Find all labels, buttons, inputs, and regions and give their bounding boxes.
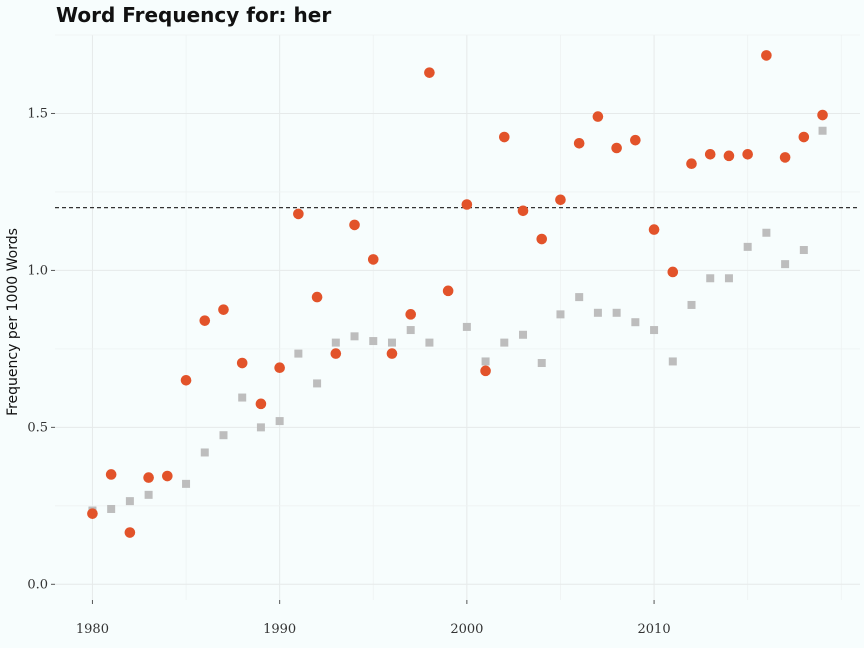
circle-point [424,67,435,78]
square-point [481,357,490,366]
circle-point [630,134,641,146]
circle-point [199,315,211,326]
circle-point [255,398,267,410]
circle-point [592,111,604,122]
circle-point [480,365,491,377]
circle-point [236,357,248,369]
square-point [406,326,415,335]
square-point [762,228,771,237]
square-point [556,310,565,319]
circle-point [555,194,566,206]
data-points [87,50,828,538]
circle-point [517,205,529,217]
y-tick-label: 1.0 [27,263,48,278]
circle-point [367,254,379,265]
circle-point [704,148,716,160]
circle-point [573,137,585,149]
square-point [818,126,827,135]
square-point [687,300,696,309]
square-point [369,337,378,346]
square-point [593,308,602,317]
square-point [631,318,640,327]
square-point [313,379,322,388]
square-point [294,349,303,358]
square-point [612,308,621,317]
square-point [219,431,228,440]
x-tick-label: 2010 [638,622,671,637]
square-point [799,246,808,255]
circle-point [386,348,398,359]
square-point [200,448,209,457]
square-point [107,504,116,513]
square-point [781,260,790,269]
circle-point [330,348,342,359]
square-point [650,326,659,335]
x-tick-label: 2000 [450,622,483,637]
circle-point [761,50,772,61]
y-axis-label: Frequency per 1000 Words [5,228,21,416]
circle-point [293,208,304,220]
square-point [275,417,284,426]
y-tick-label: 1.5 [27,106,48,121]
square-point [668,357,677,366]
circle-point [87,508,98,519]
circle-point [461,199,473,210]
circle-point [162,470,173,482]
circle-point [274,362,285,374]
chart-title: Word Frequency for: her [56,3,331,27]
square-point [182,479,191,488]
circle-point [405,309,416,320]
circle-point [798,131,810,143]
circle-point [218,304,229,315]
circle-point [442,285,454,297]
square-point [238,393,247,402]
square-point [144,490,153,499]
square-point [500,338,509,347]
circle-point [105,469,117,480]
circle-point [648,224,660,235]
square-point [537,359,546,368]
circle-point [723,150,735,162]
x-axis: 1980 1990 2000 2010 [76,600,671,637]
circle-point [779,152,791,163]
square-point [462,322,471,331]
square-point [425,338,434,347]
square-point [331,338,340,347]
circle-point [667,266,679,278]
circle-point [611,142,622,154]
y-axis: 0.0 0.5 1.0 1.5 [27,106,55,592]
square-point [350,332,359,341]
circle-point [349,219,360,231]
square-point [125,497,134,506]
square-point [743,242,752,251]
grid [55,34,860,600]
square-point [706,274,715,283]
circle-point [499,131,510,143]
square-point [519,330,528,339]
y-tick-label: 0.5 [27,420,48,435]
y-tick-label: 0.0 [27,577,48,592]
circle-point [686,158,697,169]
circle-point [817,109,828,121]
circle-point [742,148,753,160]
circle-point [536,233,548,245]
circle-point [180,374,192,386]
circle-point [124,527,136,538]
square-point [575,293,584,302]
square-point [256,423,265,432]
square-point [724,274,733,283]
circle-point [143,472,154,483]
x-tick-label: 1980 [76,622,109,637]
x-tick-label: 1990 [263,622,296,637]
square-point [387,338,396,347]
circle-point [311,291,323,303]
